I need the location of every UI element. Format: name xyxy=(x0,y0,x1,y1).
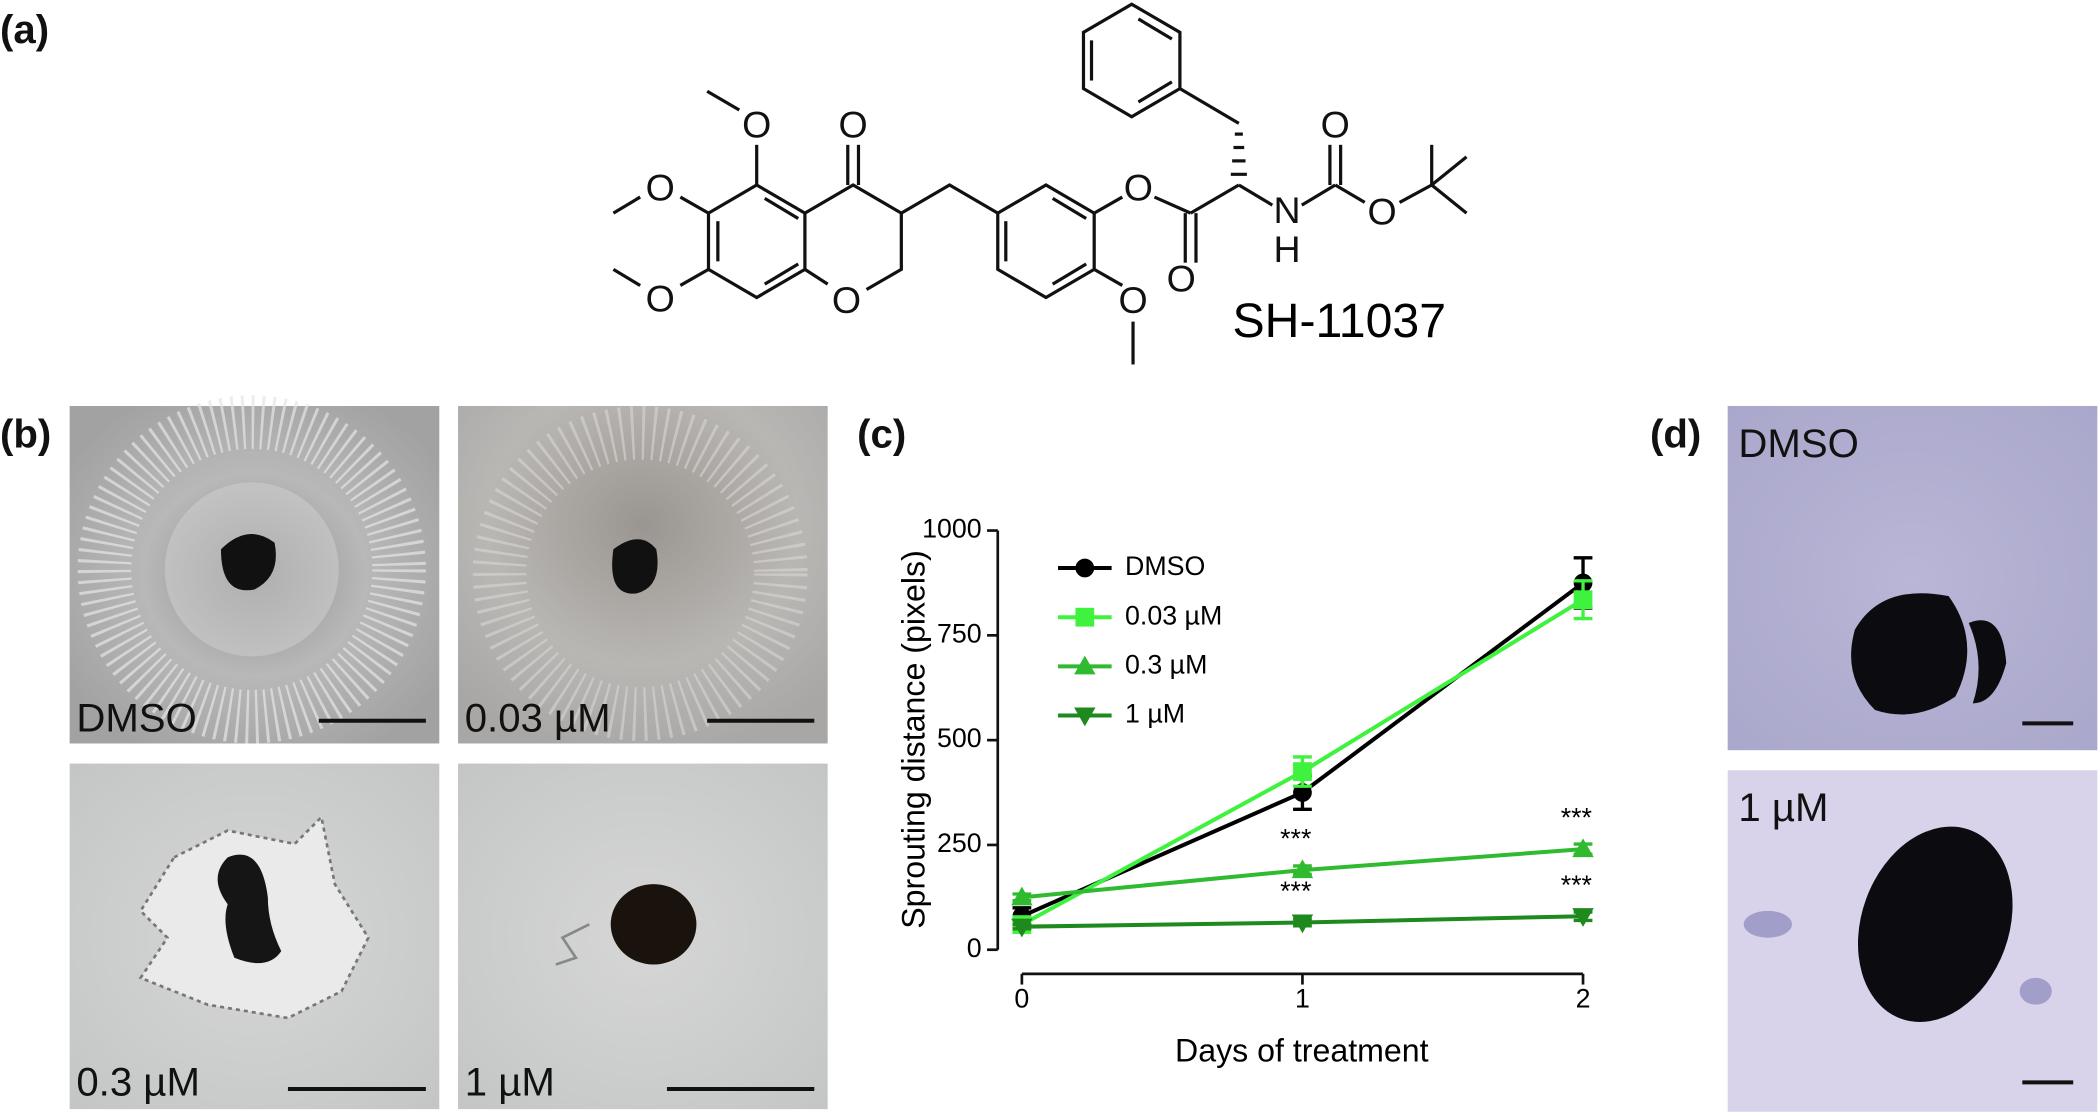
legend-label: DMSO xyxy=(1125,551,1205,581)
image-caption: 1 µM xyxy=(465,1060,555,1105)
micrograph xyxy=(69,763,440,1110)
atom-label: O xyxy=(1124,166,1153,208)
marker xyxy=(1291,914,1314,934)
marker xyxy=(1293,762,1312,781)
compound-name: SH-11037 xyxy=(1233,294,1446,348)
image-caption: DMSO xyxy=(1738,421,1858,466)
y-tick-label: 250 xyxy=(937,828,982,858)
y-tick-label: 500 xyxy=(937,723,982,753)
marker xyxy=(1572,838,1594,858)
y-tick-label: 750 xyxy=(937,618,982,648)
panel-label: (a) xyxy=(0,7,49,52)
micrograph xyxy=(458,405,828,744)
atom-label: H xyxy=(1274,228,1301,270)
micrograph xyxy=(69,395,440,744)
marker xyxy=(1075,607,1095,627)
significance-label: *** xyxy=(1280,876,1311,906)
significance-label: *** xyxy=(1280,824,1311,854)
micrograph xyxy=(458,763,828,1110)
image-caption: DMSO xyxy=(76,695,196,740)
marker xyxy=(1011,886,1033,906)
x-axis-label: Days of treatment xyxy=(1175,1032,1429,1068)
atom-label: O xyxy=(742,103,771,145)
micrograph xyxy=(1727,405,2098,751)
atom-label: O xyxy=(839,103,868,145)
marker xyxy=(1572,908,1594,927)
marker xyxy=(1573,590,1593,610)
micrograph xyxy=(1727,770,2098,1112)
legend-label: 0.03 µM xyxy=(1125,600,1222,630)
marker xyxy=(1011,918,1033,938)
marker xyxy=(1075,558,1095,578)
panel-label: (c) xyxy=(857,411,906,456)
image-caption: 0.03 µM xyxy=(465,695,611,740)
legend-label: 0.3 µM xyxy=(1125,649,1207,679)
panel-label: (d) xyxy=(1650,411,1701,456)
x-tick-label: 0 xyxy=(1014,984,1029,1014)
atom-label: O xyxy=(832,279,861,321)
atom-label: O xyxy=(646,277,675,319)
atom-label: O xyxy=(1368,190,1397,232)
image-caption: 1 µM xyxy=(1738,785,1828,830)
image-caption: 0.3 µM xyxy=(76,1060,200,1105)
chemical-structure xyxy=(612,2,1468,365)
atom-label: O xyxy=(1321,103,1350,145)
marker xyxy=(1074,655,1096,675)
y-tick-label: 1000 xyxy=(922,514,982,544)
significance-label: *** xyxy=(1561,870,1592,900)
x-tick-label: 2 xyxy=(1576,984,1591,1014)
significance-label: *** xyxy=(1561,803,1592,833)
panel-label: (b) xyxy=(0,411,51,456)
x-tick-label: 1 xyxy=(1295,984,1310,1014)
legend-label: 1 µM xyxy=(1125,699,1185,729)
y-axis-label: Sprouting distance (pixels) xyxy=(896,550,932,929)
atom-label: O xyxy=(1167,257,1196,299)
y-tick-label: 0 xyxy=(967,933,982,963)
atom-label: N xyxy=(1274,189,1301,231)
marker xyxy=(1074,707,1096,727)
atom-label: O xyxy=(1118,279,1147,321)
plot: 0 250 500 750 1000 0 1 2 DMSO 0.03 µM *** *** 0.3 µM… xyxy=(922,514,1594,1014)
marker xyxy=(1291,859,1314,879)
atom-label: O xyxy=(646,166,675,208)
